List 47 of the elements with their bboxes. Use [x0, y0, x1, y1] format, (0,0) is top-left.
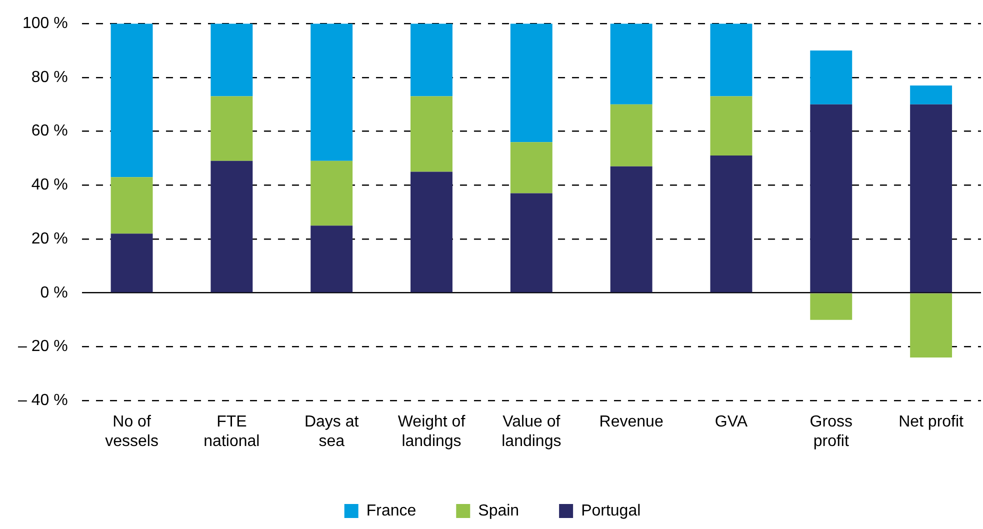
legend-label: Spain	[478, 502, 520, 520]
y-tick-label: – 40 %	[18, 392, 68, 410]
x-tick-label: Net profit	[898, 414, 964, 431]
bar	[710, 156, 752, 292]
bar	[210, 24, 253, 96]
bar	[710, 24, 752, 96]
bar	[510, 24, 552, 142]
bar	[810, 50, 852, 104]
bar	[110, 24, 153, 178]
bar	[610, 166, 652, 292]
bar	[110, 177, 153, 234]
bar	[810, 294, 852, 320]
bar	[610, 24, 652, 104]
bar	[910, 294, 952, 358]
x-tick-label: Revenue	[599, 414, 664, 431]
bar	[310, 160, 353, 226]
y-tick-label: 40 %	[31, 176, 68, 194]
bar	[610, 104, 652, 166]
x-tick-label: No of vessels	[105, 414, 158, 450]
x-tick-label: FTE national	[204, 414, 260, 450]
x-tick-label: Value of landings	[502, 414, 562, 450]
bar	[910, 104, 952, 292]
bar	[510, 193, 552, 292]
x-tick-label: Weight of landings	[398, 414, 466, 450]
y-tick-label: – 20 %	[18, 338, 68, 356]
bar	[410, 172, 452, 292]
bar	[510, 142, 552, 194]
bar	[410, 24, 452, 96]
y-tick-label: 100 %	[22, 15, 68, 32]
x-tick-label: Days at sea	[304, 414, 360, 450]
bar	[110, 234, 153, 292]
bar	[210, 96, 253, 161]
bar	[210, 160, 253, 292]
bar	[410, 96, 452, 172]
bar	[910, 86, 952, 104]
bar	[810, 104, 852, 292]
y-tick-label: 0 %	[40, 284, 68, 302]
legend-label: Portugal	[581, 502, 641, 520]
y-tick-label: 80 %	[31, 68, 68, 86]
x-tick-label: Gross profit	[810, 414, 852, 450]
x-tick-label: GVA	[714, 414, 748, 431]
legend-label: France	[366, 502, 416, 520]
y-tick-label: 60 %	[31, 122, 68, 140]
y-tick-label: 20 %	[31, 230, 68, 248]
bar	[310, 24, 353, 161]
bar	[310, 226, 353, 292]
bar	[710, 96, 752, 156]
